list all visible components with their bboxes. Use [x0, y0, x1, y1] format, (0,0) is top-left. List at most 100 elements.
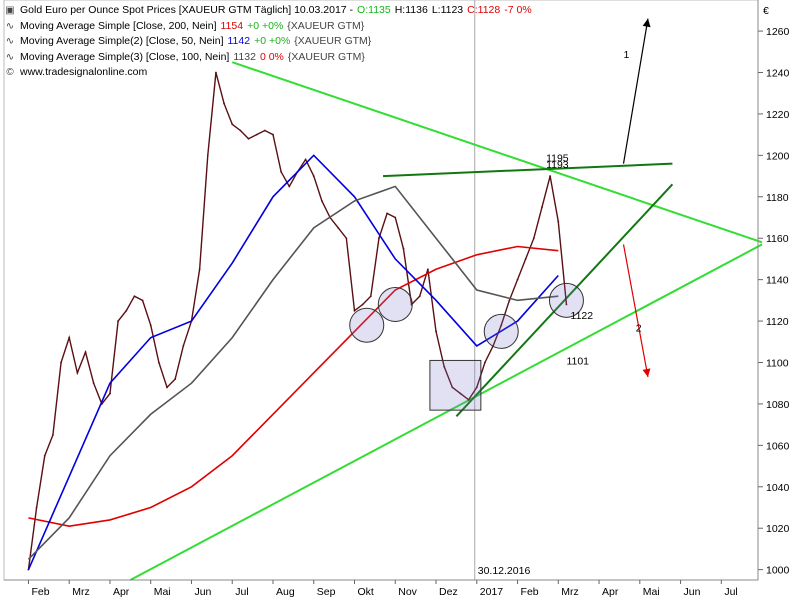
price-point — [92, 382, 95, 385]
x-tick-label: Mai — [154, 586, 171, 598]
price-point — [443, 365, 446, 368]
legend-open: O:1135 — [357, 4, 391, 16]
price-point — [386, 212, 389, 215]
annotation-label: 1122 — [571, 310, 594, 322]
arrow-head-2 — [642, 368, 651, 377]
arrow-head-1 — [642, 18, 651, 28]
line-series-icon: ∿ — [5, 36, 15, 47]
annotation-label: 2 — [636, 322, 642, 334]
x-tick-label: Sep — [317, 586, 336, 598]
x-tick-label: Feb — [521, 586, 539, 598]
price-point — [182, 345, 185, 347]
legend-high: H:1136 — [394, 4, 428, 16]
annotation-label: 1193 — [546, 159, 569, 171]
x-tick-label: Jun — [194, 586, 211, 598]
legend-ma200-change: +0 +0% — [247, 19, 284, 32]
price-point — [174, 378, 177, 380]
series-price-icon: ▣ — [5, 5, 15, 16]
price-point — [280, 171, 283, 173]
price-point — [166, 386, 168, 389]
price-point — [312, 175, 315, 177]
price-point — [549, 175, 552, 177]
y-tick-label: 1260 — [766, 26, 790, 38]
annotation-label: 1195 — [546, 153, 569, 165]
price-point — [43, 454, 46, 457]
x-tick-label: Jul — [724, 586, 737, 598]
price-point — [133, 295, 136, 298]
ma-line-0 — [28, 245, 559, 527]
x-tick-label: Mrz — [561, 586, 579, 598]
price-point — [337, 226, 340, 229]
y-tick-label: 1000 — [766, 565, 790, 577]
legend-site: www.tradesignalonline.com — [20, 66, 148, 78]
price-point — [125, 309, 128, 312]
legend-change: -7 0% — [504, 4, 532, 16]
price-point — [52, 434, 54, 436]
ma-line-2 — [27, 185, 559, 560]
legend-close: C:1128 — [467, 4, 501, 16]
price-point — [68, 336, 71, 339]
price-point — [239, 129, 242, 132]
scenario-arrow-1 — [622, 18, 649, 164]
price-point — [541, 206, 543, 209]
legend-ma200-name: Moving Average Simple [Close, 200, Nein] — [20, 19, 217, 32]
price-point — [84, 351, 87, 354]
price-point — [418, 295, 421, 298]
price-point — [451, 386, 454, 389]
price-point — [321, 200, 323, 202]
price-point — [467, 398, 470, 401]
price-point — [117, 320, 120, 322]
price-point — [215, 71, 217, 74]
price-point — [378, 237, 380, 240]
price-point — [272, 133, 274, 136]
x-tick-label: Jun — [684, 586, 701, 598]
annotation-label: 1101 — [566, 356, 589, 368]
price-point — [304, 158, 307, 161]
x-tick-label: 2017 — [480, 586, 504, 598]
y-tick-label: 1120 — [766, 316, 789, 328]
price-point — [231, 123, 234, 126]
price-point — [475, 386, 478, 389]
price-point — [223, 102, 225, 105]
price-point — [435, 330, 437, 333]
x-tick-label: Dez — [439, 586, 458, 598]
legend-ma50-row: ∿ Moving Average Simple(2) [Close, 50, N… — [4, 34, 532, 50]
line-series-icon: ∿ — [5, 51, 15, 63]
price-point — [198, 268, 201, 271]
legend-ma200-value: 1154 — [220, 19, 244, 32]
price-point — [500, 324, 503, 327]
y-tick-label: 1160 — [766, 233, 789, 245]
price-point — [484, 361, 486, 364]
legend-title: Gold Euro per Ounce Spot Prices [XAUEUR … — [20, 4, 354, 16]
y-tick-label: 1100 — [766, 358, 789, 370]
price-point — [157, 361, 160, 364]
y-tick-label: 1240 — [766, 68, 790, 80]
line-series-icon: ∿ — [5, 20, 15, 32]
x-tick-label: Okt — [358, 586, 374, 598]
x-tick-label: Mrz — [72, 586, 90, 598]
price-point — [149, 324, 152, 327]
price-point — [508, 299, 511, 302]
x-tick-label: Apr — [602, 586, 619, 598]
y-tick-label: 1060 — [766, 440, 790, 452]
highlight-circle — [548, 282, 584, 318]
y-unit-label: € — [763, 5, 769, 17]
trendline-neckline — [382, 162, 673, 178]
y-tick-label: 1140 — [766, 275, 789, 287]
legend-ma50-change: +0 +0% — [254, 35, 291, 47]
legend-ma100-value: 1132 — [233, 50, 256, 63]
y-tick-label: 1220 — [766, 109, 790, 121]
price-point — [426, 268, 429, 271]
price-point — [557, 220, 560, 223]
legend-low: L:1123 — [431, 4, 464, 16]
y-tick-label: 1040 — [766, 482, 790, 494]
price-point — [532, 237, 535, 240]
date-marker-label: 30.12.2016 — [478, 565, 531, 577]
legend-ma200-source: {XAUEUR GTM} — [287, 19, 365, 32]
trendline-uptrend — [455, 183, 674, 418]
highlight-circle — [483, 313, 519, 349]
y-tick-label: 1080 — [766, 399, 790, 411]
legend-ma100-change: 0 0% — [259, 50, 284, 63]
trendline-resistance — [231, 61, 763, 244]
price-point — [524, 258, 527, 260]
